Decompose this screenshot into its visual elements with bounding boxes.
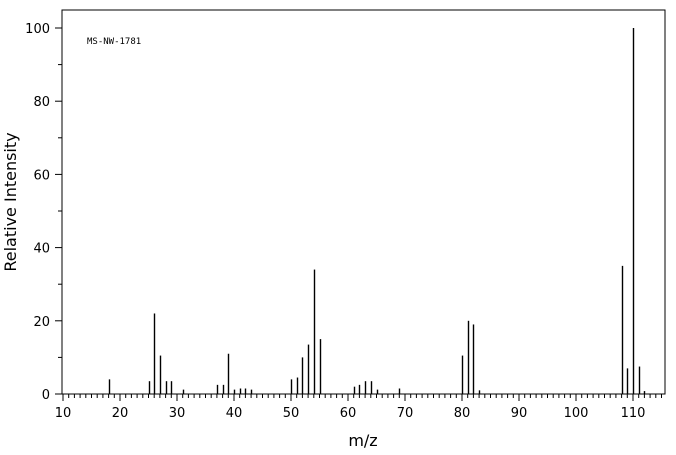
y-tick-label: 40 (33, 242, 50, 257)
x-tick-label: 60 (340, 406, 357, 421)
spectrum-id-label: MS-NW-1781 (87, 37, 141, 47)
peak-sticks (108, 28, 646, 394)
x-tick-label: 80 (454, 406, 471, 421)
x-tick-label: 10 (55, 406, 72, 421)
x-tick-label: 20 (112, 406, 129, 421)
y-tick-label: 80 (33, 95, 50, 110)
x-tick-label: 110 (621, 406, 646, 421)
x-tick-label: 70 (397, 406, 414, 421)
y-tick-label: 20 (33, 315, 50, 330)
axis-ticks: 10 20 30 40 50 60 70 80 90 100 110 0 20 40 60 80 100 (25, 22, 662, 421)
y-axis-title: Relative Intensity (1, 132, 20, 271)
x-tick-label: 30 (169, 406, 186, 421)
plot-frame (61, 9, 666, 395)
x-tick-label: 90 (511, 406, 528, 421)
y-tick-label: 100 (25, 22, 50, 37)
y-tick-label: 0 (42, 388, 50, 403)
x-tick-label: 100 (564, 406, 589, 421)
x-axis-title: m/z (348, 431, 377, 450)
y-tick-label: 60 (33, 168, 50, 183)
x-tick-label: 50 (283, 406, 300, 421)
x-tick-label: 40 (226, 406, 243, 421)
